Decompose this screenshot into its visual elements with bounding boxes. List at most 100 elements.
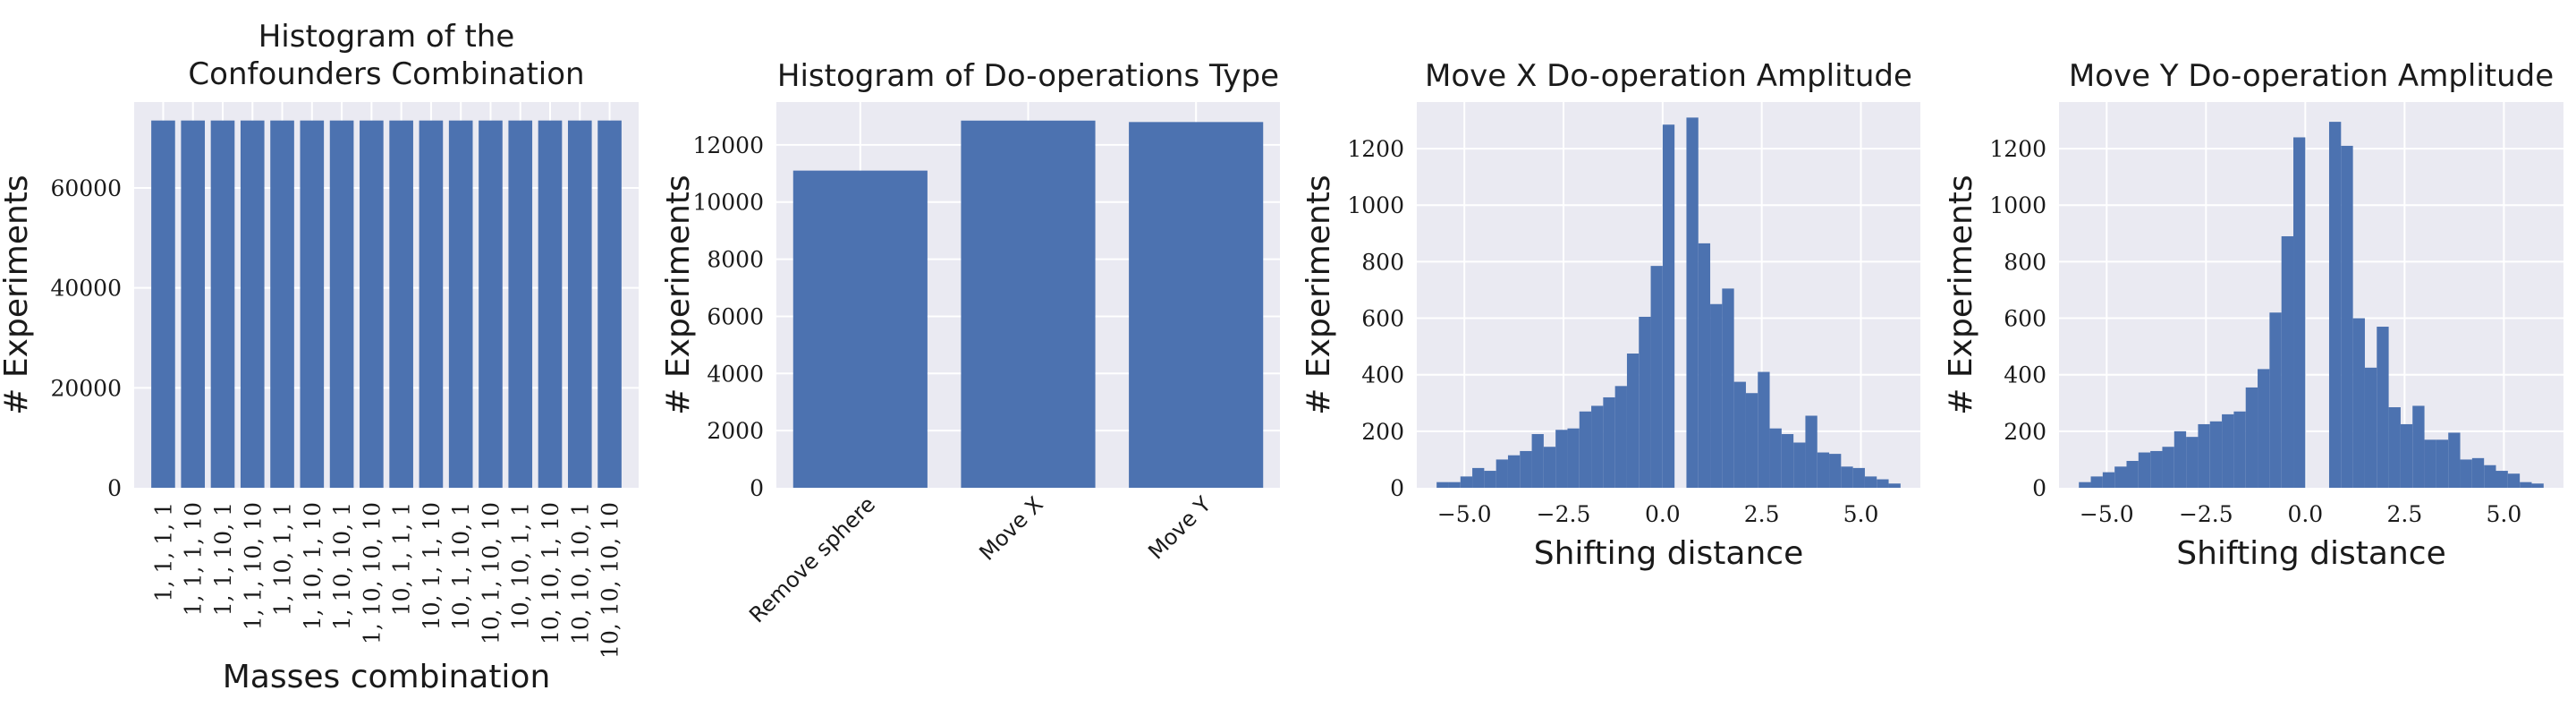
x-tick-label: Remove sphere [744,491,880,627]
histogram-bar [1639,316,1651,488]
histogram-bar [2222,413,2234,488]
x-tick-label: 5.0 [2487,501,2522,527]
histogram-bar [1614,386,1627,488]
y-tick-label: 400 [2004,362,2046,388]
x-tick-label: 10, 10, 10, 1 [567,502,593,644]
y-tick-label: 8000 [707,247,764,273]
histogram-bar [1745,393,1758,488]
chart-title: Histogram of the [258,19,515,55]
histogram-bar [1781,434,1794,488]
bar [479,120,503,488]
chart-panel-3: 0 200 400 600 800 1000 1200 −5.0 −2.5 0.0 2.5 5.0 Mo… [1301,58,1920,572]
histogram-bar [1603,396,1615,488]
histogram-bar [1507,455,1521,488]
bar [360,120,384,488]
y-axis-label: # Experiments [1301,175,1337,414]
x-tick-label: 10, 1, 10, 10 [478,502,504,644]
bar [1129,122,1264,488]
histogram-bar [1579,411,1592,488]
chart-title: Histogram of Do-operations Type [777,58,1279,94]
histogram-bar [1484,471,1496,488]
y-tick-label: 2000 [707,418,764,444]
x-axis-label: Masses combination [223,659,551,695]
histogram-bar [1436,482,1449,488]
histogram-bar [2269,312,2282,488]
histogram-bar [1769,428,1782,488]
bar [567,120,592,488]
x-tick-label: 10, 1, 10, 1 [448,502,474,630]
y-tick-label: 600 [1361,306,1404,332]
histogram-bar [2364,367,2377,488]
histogram-bar [2424,439,2436,488]
x-tick-label: 0.0 [1645,501,1681,527]
histogram-bar [2198,423,2210,488]
bar [538,120,563,488]
histogram-bar [2352,318,2365,488]
x-tick-label: 1, 10, 10, 10 [359,502,385,644]
histogram-bar [2162,447,2174,488]
x-tick-label: 1, 1, 1, 1 [150,502,176,601]
y-tick-label: 0 [750,475,764,501]
chart-title: Move X Do-operation Amplitude [1425,58,1912,94]
x-tick-label: 2.5 [1744,501,1780,527]
histogram-bar [2388,407,2401,488]
histogram-bar [1793,442,1806,488]
bar [240,120,265,488]
y-tick-label: 800 [2004,249,2046,275]
histogram-bar [2520,482,2532,488]
histogram-bar [1888,483,1901,488]
histogram-bar [1555,430,1568,488]
histogram-bar [2174,430,2187,488]
x-tick-label: 5.0 [1843,501,1879,527]
chart-panel-2: 0 2000 4000 6000 8000 10000 12000 Remove sphere… [660,58,1280,627]
histogram-bar [1864,476,1877,488]
x-tick-label: 1, 1, 1, 10 [181,502,207,616]
y-tick-label: 200 [2004,419,2046,445]
y-axis-label: # Experiments [0,175,35,414]
x-tick-label: 10, 10, 10, 10 [597,502,623,659]
histogram-bar [1805,415,1818,488]
bar [419,120,444,488]
x-tick-label: −5.0 [2080,501,2134,527]
bar [597,120,622,488]
histogram-bar [1543,447,1556,488]
histogram-bar [2079,482,2091,488]
histogram-bar [2114,466,2127,488]
y-tick-label: 600 [2004,306,2046,332]
x-tick-label: 1, 1, 10, 10 [240,502,266,630]
y-tick-label: 400 [1361,362,1404,388]
histogram-bar [1662,124,1675,488]
chart-title: Confounders Combination [188,56,584,92]
histogram-bar [1733,381,1746,488]
histogram-bar [1686,117,1699,488]
histogram-bar [1698,243,1711,488]
x-tick-label: 10, 10, 1, 10 [538,502,564,644]
histogram-bar [2496,471,2508,488]
y-tick-label: 10000 [692,190,764,216]
histogram-bar [2341,145,2353,488]
histogram-bar [2126,461,2139,488]
histogram-bar [1531,434,1544,488]
y-tick-label: 200 [1361,419,1404,445]
x-axis-label: Shifting distance [1534,535,1803,572]
histogram-bar [2281,235,2294,488]
y-tick-label: 0 [2032,475,2046,501]
histogram-bar [2484,465,2496,488]
histogram-bar [1722,288,1734,488]
histogram-bar [1591,405,1604,488]
histogram-bar [2233,411,2246,488]
histogram-bar [1520,450,1532,488]
chart-panel-4: 0 200 400 600 800 1000 1200 −5.0 −2.5 0.0 2.5 5.0 Mo… [1943,58,2563,572]
histogram-bar [1841,466,1853,488]
histogram-bar [1567,428,1580,488]
histogram-bar [2328,122,2342,488]
x-tick-label: −2.5 [2179,501,2233,527]
x-tick-label: Move Y [1143,491,1216,564]
x-tick-label: −5.0 [1437,501,1492,527]
bar [210,120,235,488]
bar [389,120,413,488]
histogram-bar [1758,371,1770,488]
y-tick-label: 60000 [50,175,122,201]
chart-title: Move Y Do-operation Amplitude [2069,58,2554,94]
